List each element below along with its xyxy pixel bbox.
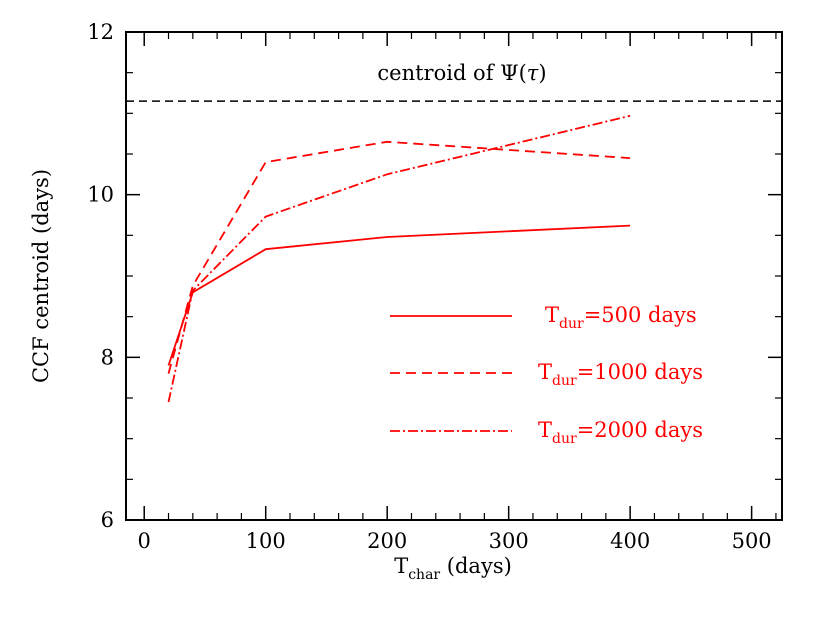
annotation-open-paren: ( [519, 61, 527, 85]
legend-label-1000: Tdur=1000 days [538, 360, 703, 389]
annotation-prefix: centroid of [377, 61, 500, 85]
annotation-close-paren: ) [538, 61, 546, 85]
y-axis-label: CCF centroid (days) [29, 169, 53, 383]
y-tick-label: 6 [101, 508, 114, 532]
x-tick-label: 500 [732, 529, 772, 553]
legend: Tdur=500 days Tdur=1000 days Tdur=2000 d… [390, 303, 703, 447]
x-tick-label: 300 [489, 529, 529, 553]
x-axis-label: Tchar (days) [394, 554, 512, 583]
annotation-tau: τ [527, 61, 539, 85]
x-tick-label: 100 [246, 529, 286, 553]
series-lines [167, 114, 631, 403]
axis-ticks [126, 31, 782, 521]
series-line-dashed [167, 140, 631, 374]
axis-tick-labels: 0 100 200 300 400 500 6 8 10 12 [87, 20, 771, 553]
plot-frame [125, 31, 783, 521]
annotation-psi: Ψ [500, 61, 518, 85]
series-line-dashdot [167, 114, 631, 403]
x-tick-label: 200 [367, 529, 407, 553]
y-tick-label: 10 [87, 183, 114, 207]
series-line-solid [167, 224, 631, 366]
x-tick-label: 0 [138, 529, 151, 553]
annotation-centroid-of-psi: centroid of Ψ(τ) [377, 61, 546, 85]
legend-label-500: Tdur=500 days [545, 303, 697, 332]
y-tick-label: 12 [87, 20, 114, 44]
y-tick-label: 8 [101, 345, 114, 369]
x-tick-label: 400 [610, 529, 650, 553]
legend-label-2000: Tdur=2000 days [538, 418, 703, 447]
